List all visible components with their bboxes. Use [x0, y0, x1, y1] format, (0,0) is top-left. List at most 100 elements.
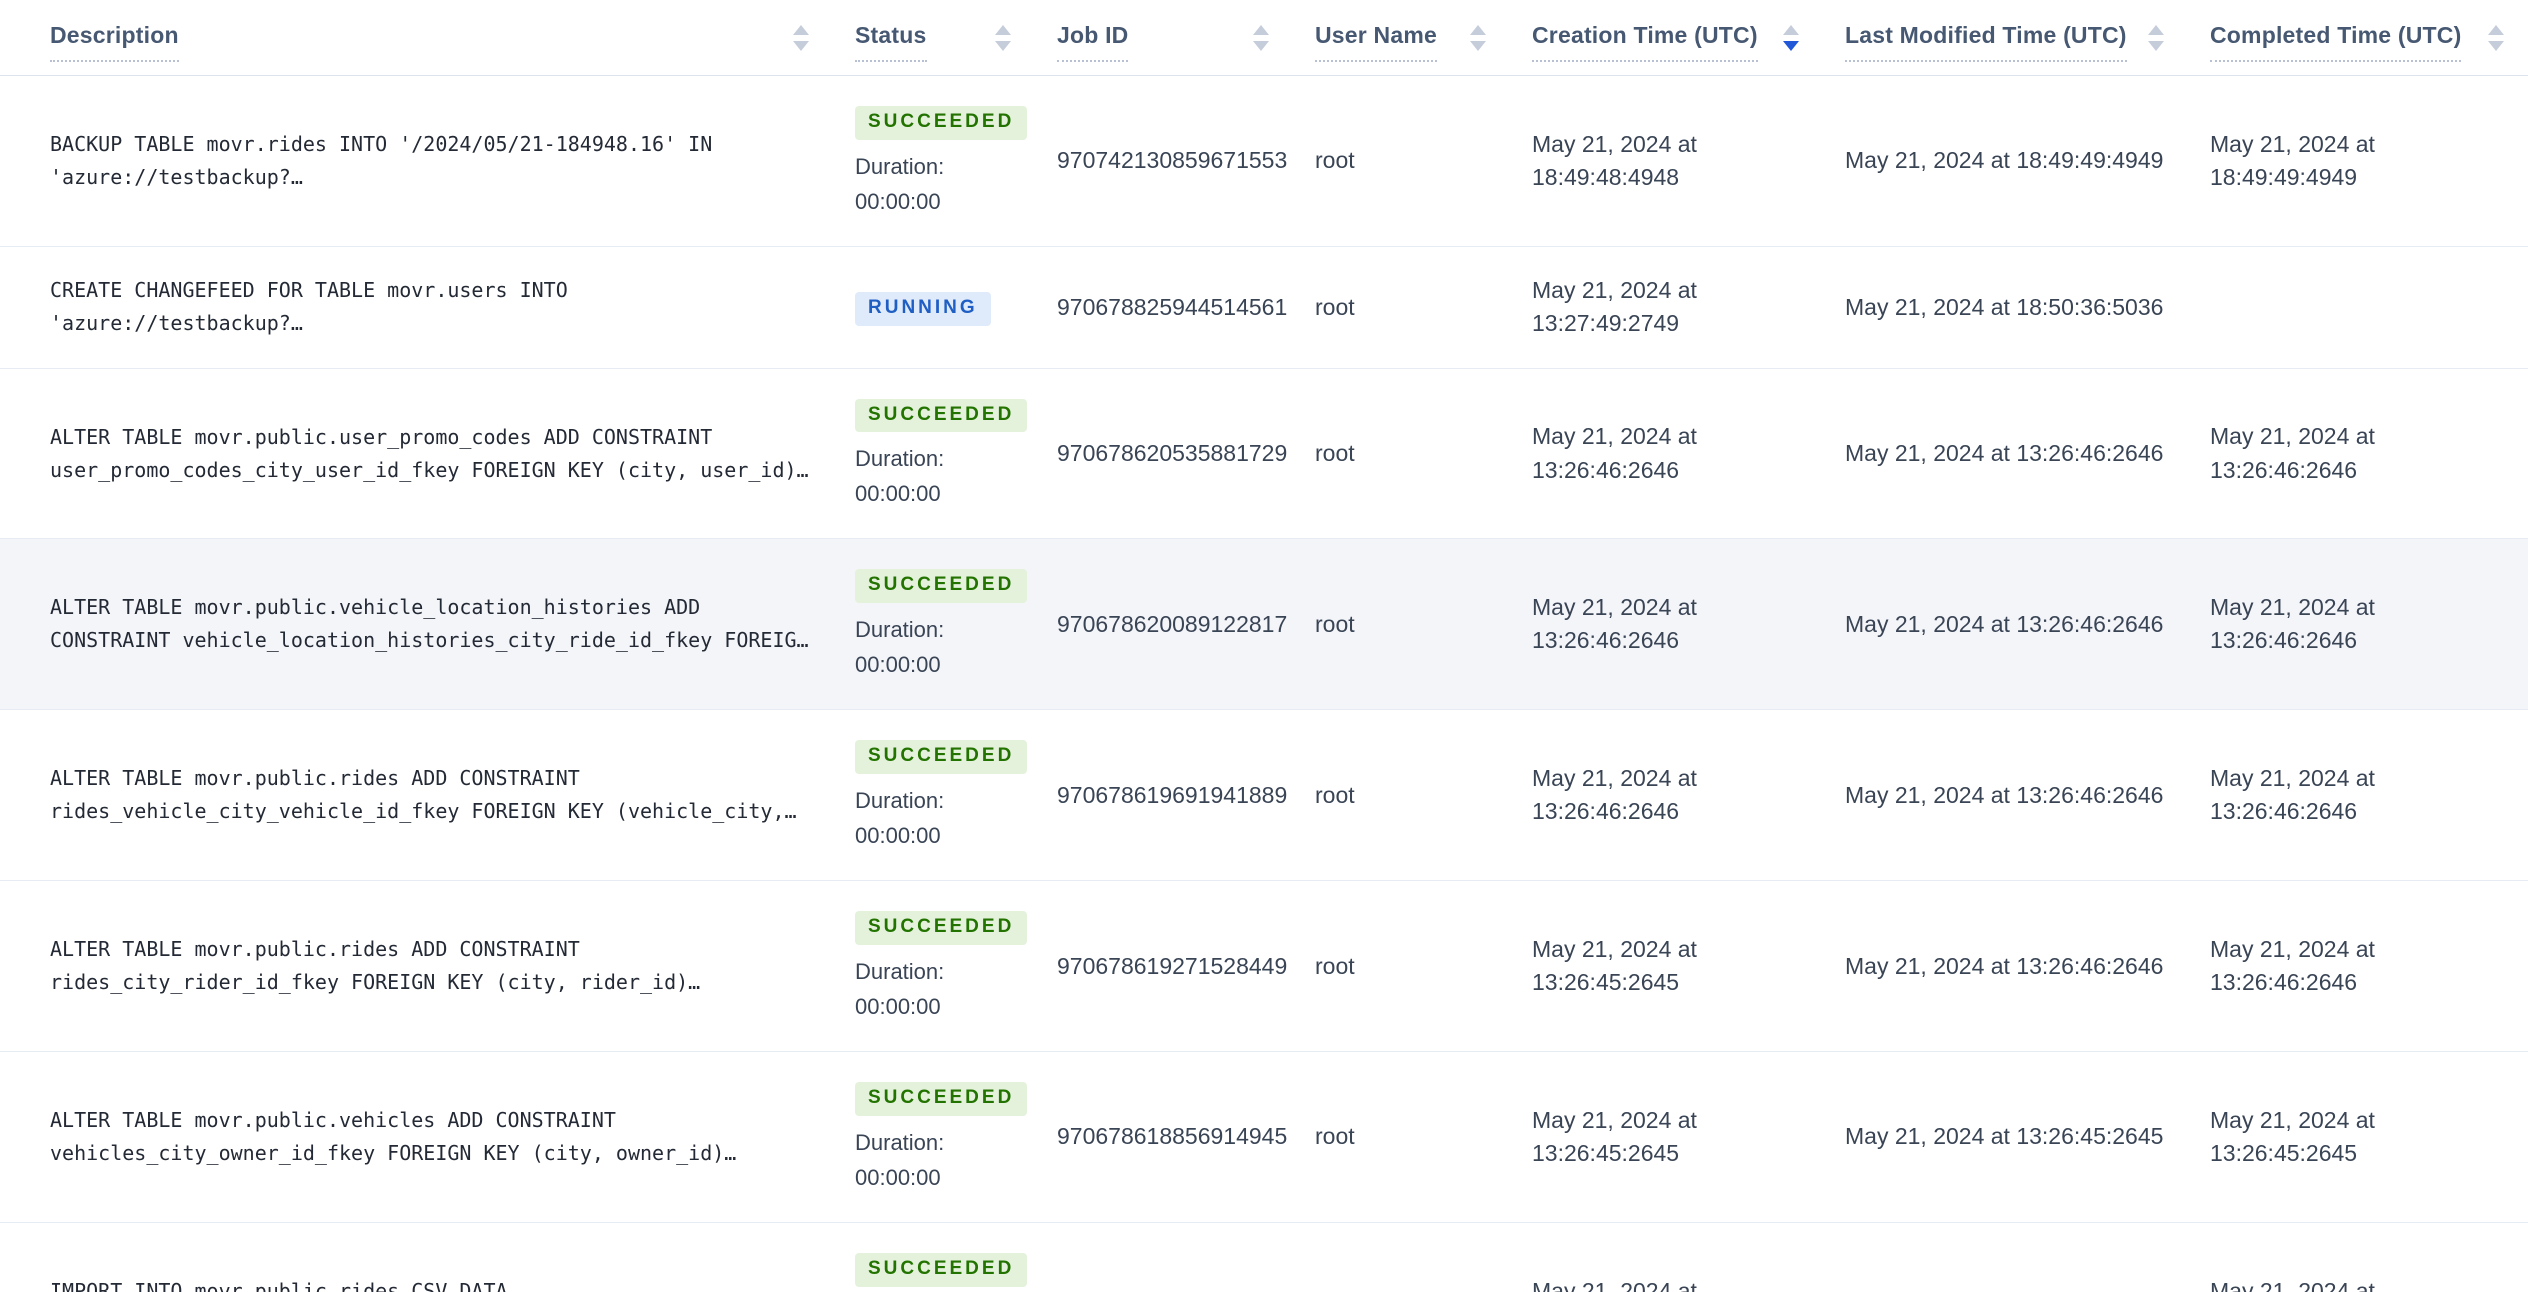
job-duration-value: 00:00:00	[855, 823, 941, 849]
status-badge: SUCCEEDED	[855, 106, 1028, 140]
job-last-modified-time: May 21, 2024 at 13:26:46:2646	[1845, 781, 2164, 808]
job-user-name: root	[1315, 439, 1355, 466]
column-header-label: User Name	[1315, 23, 1437, 62]
job-id: 970678825944514561	[1057, 293, 1288, 320]
job-id: 970678619271528449	[1057, 952, 1288, 979]
column-header-label: Completed Time (UTC)	[2210, 23, 2462, 62]
job-creation-time: May 21, 2024 at 18:49:48:4948	[1532, 130, 1697, 190]
job-user-name: root	[1315, 610, 1355, 637]
job-completed-time: May 21, 2024 at 13:26:45:2645	[2210, 1106, 2375, 1167]
table-row-highlighted: ALTER TABLE movr.public.vehicle_location…	[0, 539, 2528, 711]
job-last-modified-time: May 21, 2024 at 13:26:46:2646	[1845, 610, 2164, 637]
job-duration-value: 00:00:00	[855, 481, 941, 507]
caret-down-icon	[1470, 41, 1486, 52]
column-header-last-modified-time[interactable]: Last Modified Time (UTC)	[1845, 23, 2210, 62]
column-header-label: Last Modified Time (UTC)	[1845, 23, 2127, 62]
job-user-name: root	[1315, 147, 1355, 174]
job-status-cell: SUCCEEDED Duration: 00:00:00	[855, 103, 1057, 219]
job-id: 970742130859671553	[1057, 147, 1288, 174]
job-id: 970678620535881729	[1057, 439, 1288, 466]
caret-down-icon	[1253, 41, 1269, 52]
job-creation-time: May 21, 2024 at 13:27:49:2749	[1532, 276, 1697, 337]
column-header-label: Status	[855, 23, 927, 62]
job-description-link[interactable]: ALTER TABLE movr.public.rides ADD CONSTR…	[50, 766, 797, 824]
sort-arrows-icon[interactable]	[2148, 25, 2164, 52]
job-user-name: root	[1315, 293, 1355, 320]
job-user-name: root	[1315, 952, 1355, 979]
caret-down-icon	[2488, 41, 2504, 52]
job-completed-time: May 21, 2024 at 18:49:49:4949	[2210, 130, 2375, 190]
job-duration-label: Duration:	[855, 788, 945, 814]
job-user-name: root	[1315, 781, 1355, 808]
table-row: ALTER TABLE movr.public.rides ADD CONSTR…	[0, 710, 2528, 882]
column-header-status[interactable]: Status	[855, 23, 1057, 62]
job-id: 970678618856914945	[1057, 1123, 1288, 1150]
caret-up-icon	[1470, 25, 1486, 36]
job-completed-time: May 21, 2024 at 13:26:44:2644	[2210, 1277, 2375, 1292]
job-creation-time: May 21, 2024 at 13:26:46:2646	[1532, 764, 1697, 825]
job-creation-time: May 21, 2024 at 13:26:46:2646	[1532, 423, 1697, 483]
job-description-link[interactable]: ALTER TABLE movr.public.user_promo_codes…	[50, 424, 809, 482]
status-badge: SUCCEEDED	[855, 911, 1028, 946]
sort-arrows-icon[interactable]	[995, 25, 1011, 52]
job-description-link[interactable]: ALTER TABLE movr.public.vehicles ADD CON…	[50, 1108, 737, 1166]
column-header-label: Job ID	[1057, 23, 1129, 62]
job-creation-time: May 21, 2024 at 13:26:46:2646	[1532, 594, 1697, 654]
caret-up-icon	[2148, 25, 2164, 36]
sort-arrows-icon[interactable]	[1470, 25, 1486, 52]
job-duration-label: Duration:	[855, 153, 945, 179]
caret-up-icon	[1253, 25, 1269, 36]
column-header-job-id[interactable]: Job ID	[1057, 23, 1315, 62]
job-last-modified-time: May 21, 2024 at 13:26:45:2645	[1845, 1123, 2164, 1150]
job-duration-value: 00:00:00	[855, 652, 941, 678]
job-duration-label: Duration:	[855, 959, 945, 985]
job-status-cell: SUCCEEDED Duration: 00:00:00	[855, 908, 1057, 1024]
status-badge: SUCCEEDED	[855, 569, 1028, 604]
sort-arrows-icon[interactable]	[1253, 25, 1269, 52]
table-row: CREATE CHANGEFEED FOR TABLE movr.users I…	[0, 247, 2528, 369]
caret-down-icon	[2148, 41, 2164, 52]
table-header-row: Description Status Job ID User Name Crea…	[0, 0, 2528, 76]
status-badge: SUCCEEDED	[855, 398, 1028, 433]
job-status-cell: SUCCEEDED Duration: 00:00:00	[855, 1079, 1057, 1195]
job-description-link[interactable]: BACKUP TABLE movr.rides INTO '/2024/05/2…	[50, 131, 713, 189]
column-header-label: Description	[50, 23, 179, 62]
job-duration-label: Duration:	[855, 1130, 945, 1156]
job-last-modified-time: May 21, 2024 at 18:49:49:4949	[1845, 147, 2164, 174]
job-description-link[interactable]: CREATE CHANGEFEED FOR TABLE movr.users I…	[50, 278, 568, 336]
column-header-label: Creation Time (UTC)	[1532, 23, 1758, 62]
table-row: ALTER TABLE movr.public.user_promo_codes…	[0, 369, 2528, 540]
table-row: ALTER TABLE movr.public.rides ADD CONSTR…	[0, 881, 2528, 1053]
table-row: IMPORT INTO movr.public.rides CSV DATA (…	[0, 1223, 2528, 1292]
job-duration-label: Duration:	[855, 617, 945, 643]
job-last-modified-time: May 21, 2024 at 13:26:46:2646	[1845, 952, 2164, 979]
caret-down-icon	[1783, 41, 1799, 52]
column-header-completed-time[interactable]: Completed Time (UTC)	[2210, 23, 2528, 62]
job-description-link[interactable]: ALTER TABLE movr.public.vehicle_location…	[50, 595, 809, 653]
column-header-user-name[interactable]: User Name	[1315, 23, 1532, 62]
job-creation-time: May 21, 2024 at 13:26:45:2645	[1532, 935, 1697, 996]
job-status-cell: SUCCEEDED Duration: 00:00:00	[855, 566, 1057, 682]
job-completed-time: May 21, 2024 at 13:26:46:2646	[2210, 423, 2375, 483]
job-status-cell: SUCCEEDED Duration: 00:00:00	[855, 396, 1057, 512]
sort-arrows-icon-active-desc[interactable]	[1783, 25, 1799, 52]
status-badge: SUCCEEDED	[855, 1253, 1028, 1287]
table-row: ALTER TABLE movr.public.vehicles ADD CON…	[0, 1052, 2528, 1224]
caret-down-icon	[995, 41, 1011, 52]
sort-arrows-icon[interactable]	[2488, 25, 2504, 52]
job-description-link[interactable]: ALTER TABLE movr.public.rides ADD CONSTR…	[50, 937, 701, 995]
job-last-modified-time: May 21, 2024 at 13:26:46:2646	[1845, 439, 2164, 466]
caret-down-icon	[793, 41, 809, 52]
job-status-cell: RUNNING	[855, 289, 1057, 326]
sort-arrows-icon[interactable]	[793, 25, 809, 52]
column-header-creation-time[interactable]: Creation Time (UTC)	[1532, 23, 1845, 62]
column-header-description[interactable]: Description	[0, 23, 855, 62]
job-completed-time: May 21, 2024 at 13:26:46:2646	[2210, 935, 2375, 996]
job-creation-time: May 21, 2024 at 13:26:43:2643	[1532, 1277, 1697, 1292]
caret-up-icon	[2488, 25, 2504, 36]
job-user-name: root	[1315, 1123, 1355, 1150]
job-description-link[interactable]: IMPORT INTO movr.public.rides CSV DATA (…	[50, 1278, 508, 1292]
caret-up-icon	[995, 25, 1011, 36]
job-creation-time: May 21, 2024 at 13:26:45:2645	[1532, 1106, 1697, 1167]
